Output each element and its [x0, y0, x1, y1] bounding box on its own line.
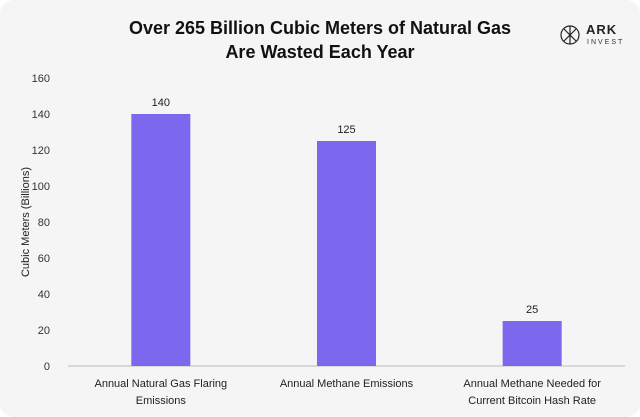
- logo-subtitle: INVEST: [587, 39, 625, 46]
- y-tick-label: 100: [32, 181, 50, 193]
- ark-invest-logo: [560, 25, 580, 45]
- x-tick-label: Annual Natural Gas Flaring: [94, 378, 227, 390]
- y-tick-label: 60: [38, 253, 50, 265]
- data-label: 125: [337, 124, 355, 136]
- bar: [502, 321, 562, 366]
- y-tick-label: 20: [38, 325, 50, 337]
- chart-title-line-1: Over 265 Billion Cubic Meters of Natural…: [128, 18, 512, 38]
- x-tick-label: Current Bitcoin Hash Rate: [468, 395, 596, 407]
- y-tick-label: 0: [44, 361, 50, 373]
- y-tick-label: 120: [32, 145, 50, 157]
- data-label: 140: [152, 97, 170, 109]
- bar: [131, 114, 191, 366]
- data-label: 25: [526, 304, 538, 316]
- y-axis-label: Cubic Meters (Billions): [20, 167, 32, 277]
- x-tick-label: Emissions: [136, 395, 187, 407]
- bar: [317, 141, 376, 366]
- y-tick-label: 140: [32, 109, 50, 121]
- ark-logo-icon: [560, 25, 580, 45]
- x-tick-label: Annual Methane Needed for: [463, 378, 601, 390]
- y-tick-label: 160: [32, 73, 50, 85]
- y-tick-label: 80: [38, 217, 50, 229]
- x-tick-label: Annual Methane Emissions: [280, 378, 414, 390]
- y-tick-label: 40: [38, 289, 50, 301]
- chart-title-line-2: Are Wasted Each Year: [225, 42, 415, 62]
- logo-name: ARK: [586, 22, 618, 37]
